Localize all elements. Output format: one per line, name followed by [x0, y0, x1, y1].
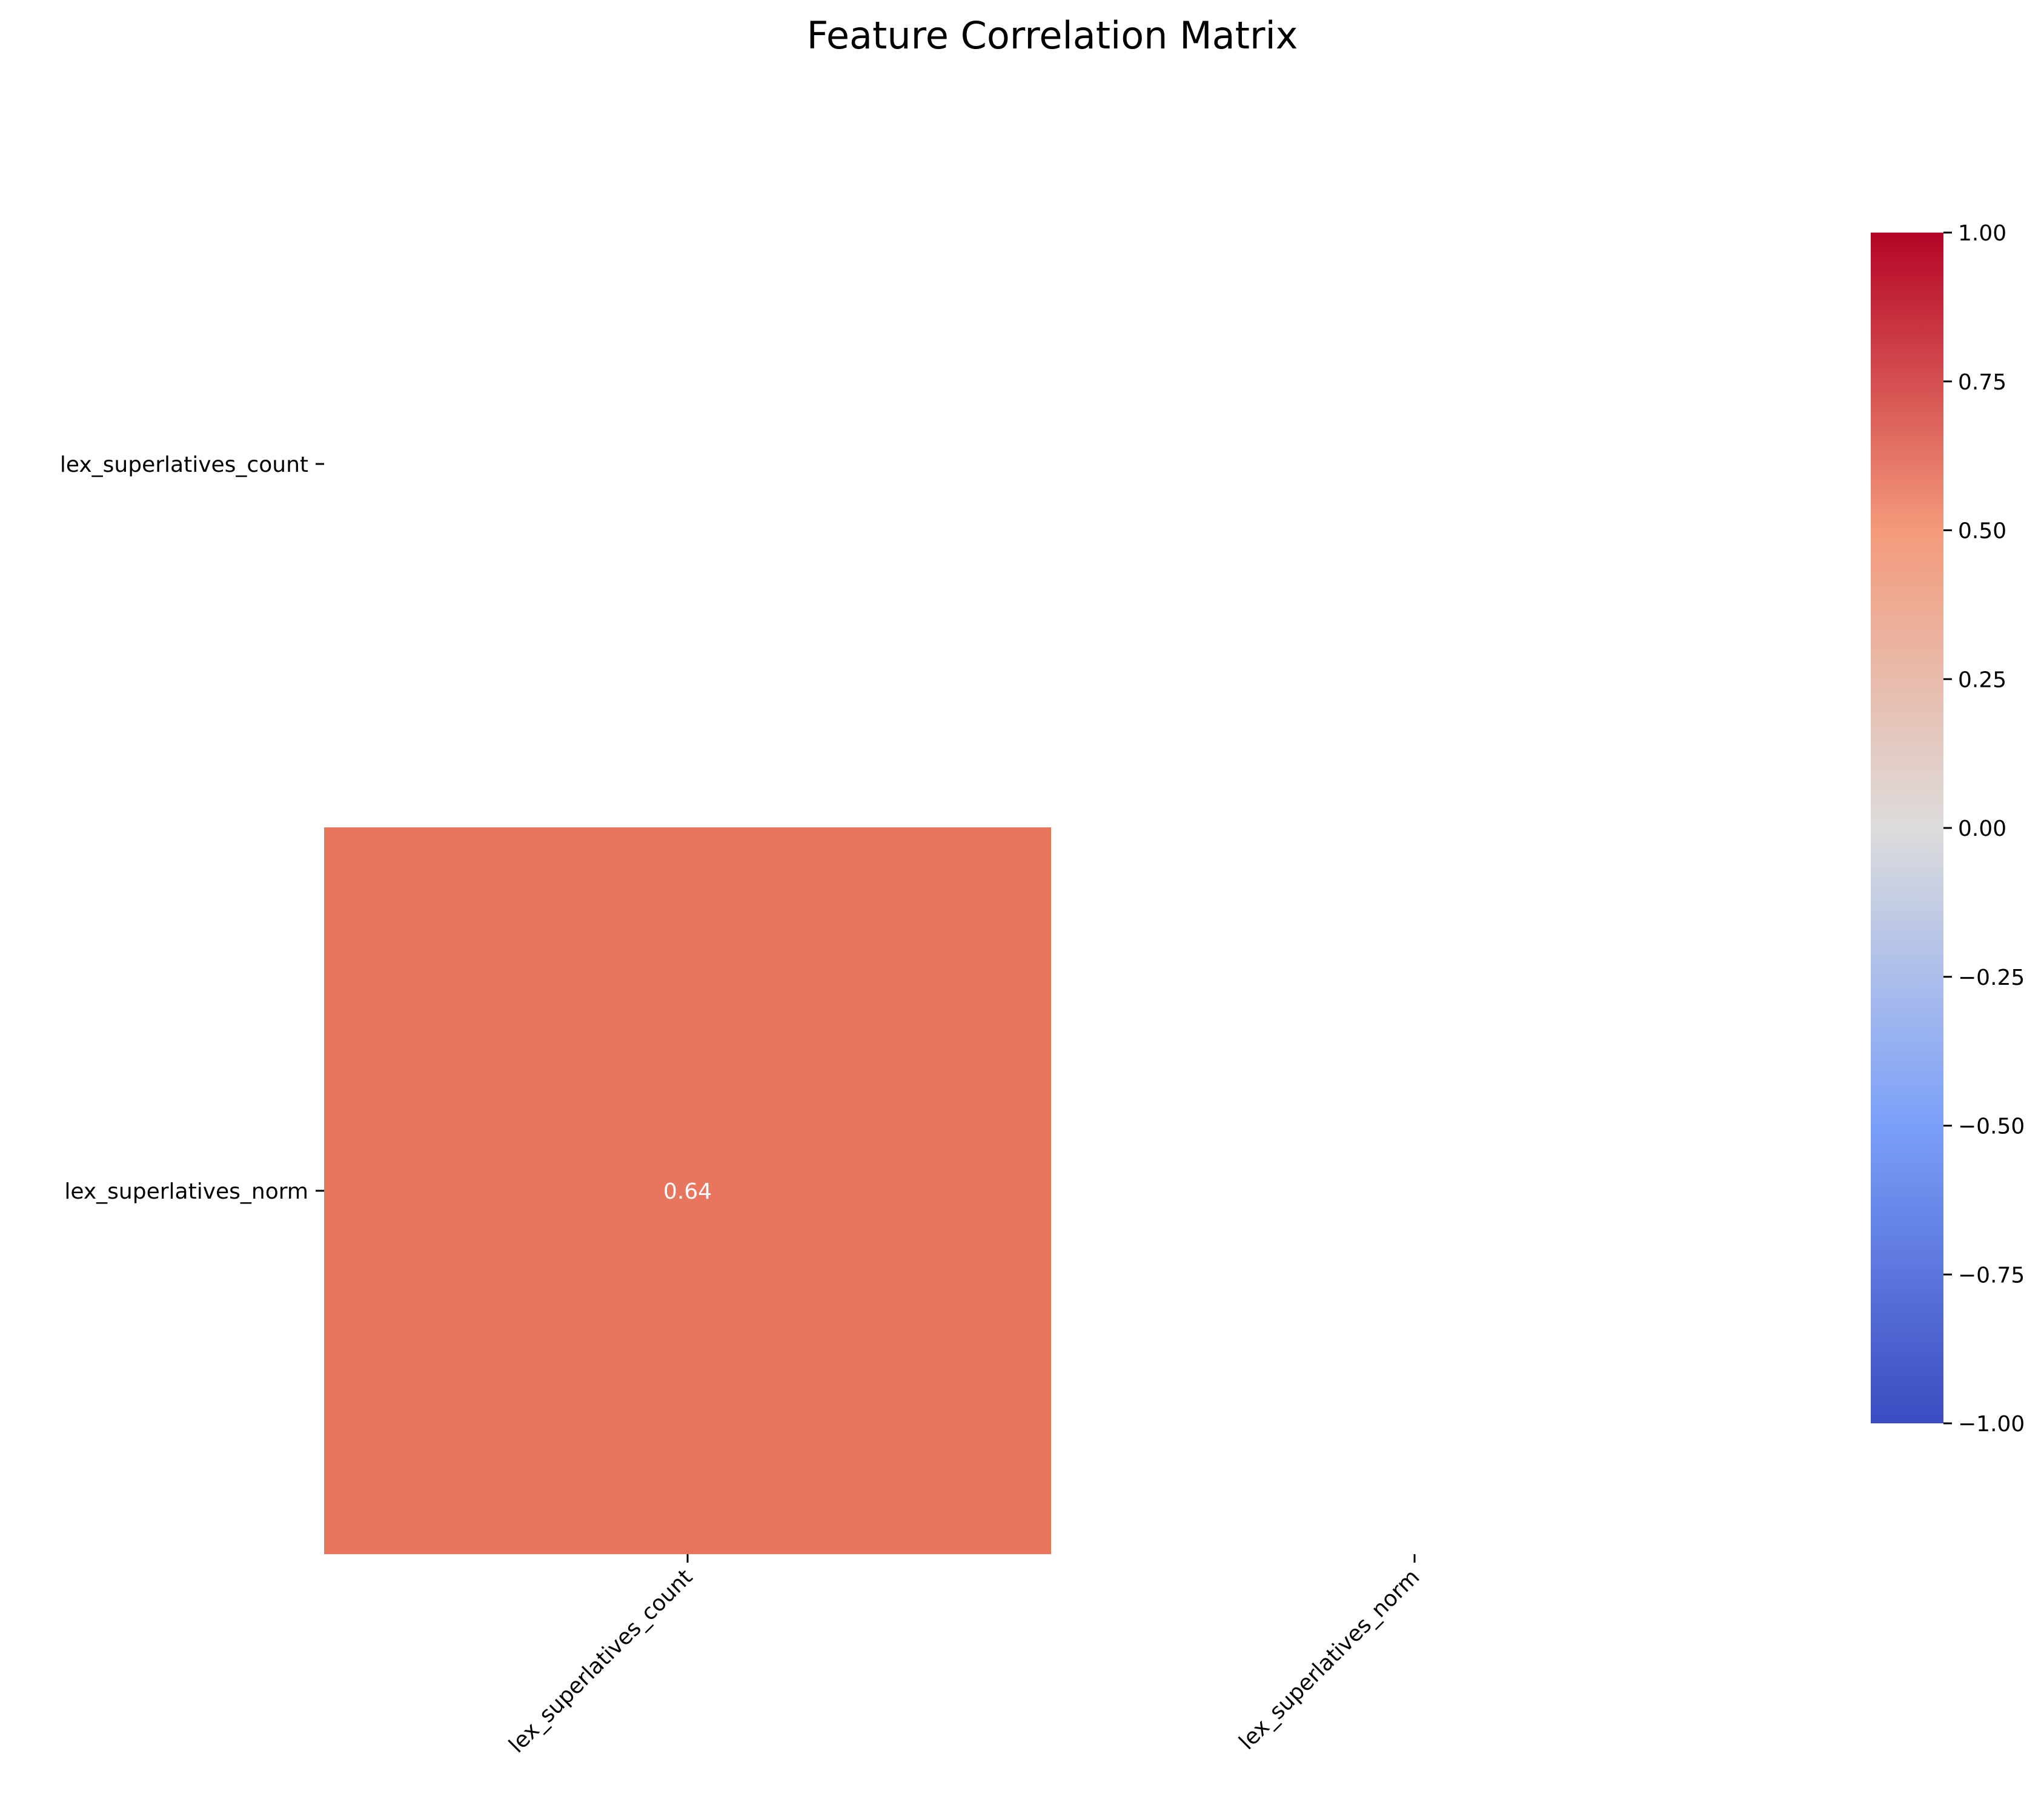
x-tick-label: lex_superlatives_count [504, 1564, 697, 1758]
colorbar [1871, 233, 1943, 1423]
y-axis-ticks: lex_superlatives_count lex_superlatives_n… [60, 452, 324, 1204]
heatmap-cells [324, 827, 1051, 1554]
chart-title: Feature Correlation Matrix [807, 13, 1298, 58]
colorbar-tick-label: 1.00 [1958, 221, 2006, 246]
colorbar-tick-label: −1.00 [1958, 1412, 2025, 1437]
x-tick-label: lex_superlatives_norm [1235, 1564, 1425, 1755]
cell-annotations: 0.64 [663, 1179, 712, 1204]
colorbar-tick-label: −0.75 [1958, 1263, 2025, 1288]
colorbar-gradient [1871, 233, 1943, 1423]
x-axis-ticks: lex_superlatives_count lex_superlatives_n… [504, 1554, 1424, 1758]
cell-value-label: 0.64 [663, 1179, 712, 1204]
y-tick-label: lex_superlatives_count [60, 452, 308, 477]
colorbar-ticks: 1.00 0.75 0.50 0.25 0.00 −0.25 −0.50 −0.75 −1.00 [1943, 221, 2025, 1437]
colorbar-tick-label: −0.50 [1958, 1114, 2025, 1139]
colorbar-tick-label: 0.75 [1958, 370, 2006, 395]
colorbar-tick-label: −0.25 [1958, 965, 2025, 990]
colorbar-tick-label: 0.00 [1958, 816, 2006, 841]
colorbar-tick-label: 0.50 [1958, 519, 2006, 544]
y-tick-label: lex_superlatives_norm [64, 1179, 308, 1204]
heatmap-cell [324, 827, 1051, 1554]
colorbar-tick-label: 0.25 [1958, 667, 2006, 692]
